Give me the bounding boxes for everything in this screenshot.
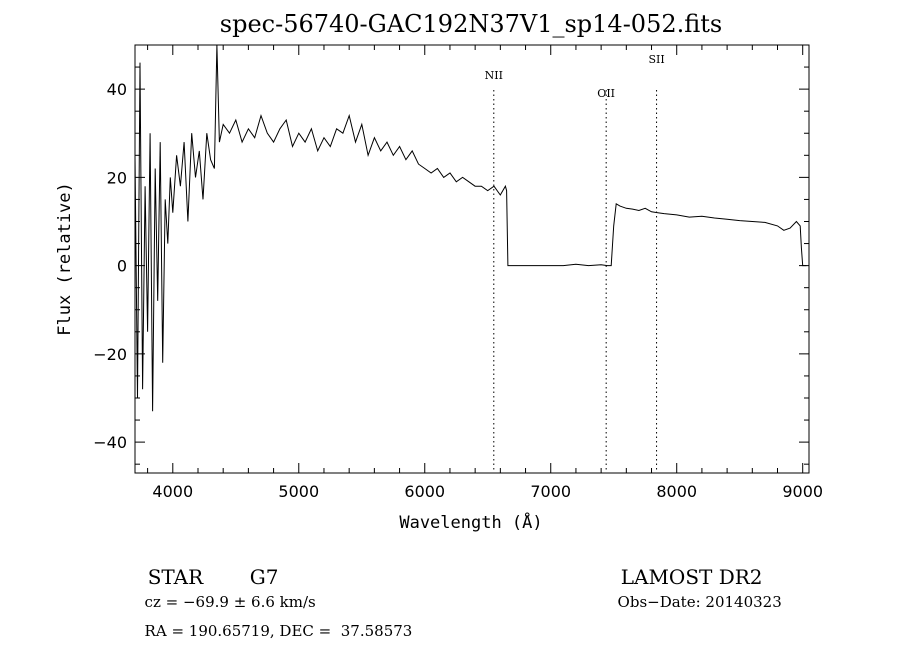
x-tick-label: 4000: [152, 482, 193, 501]
object-type-label: STAR: [147, 565, 204, 589]
redshift-text: cz = −69.9 ± 6.6 km/s: [144, 593, 316, 611]
chart-title: spec-56740-GAC192N37V1_sp14-052.fits: [220, 10, 722, 38]
line-marker-label: SII: [648, 53, 664, 66]
redshift-label: cz = −69.9 ± 6.6 km/s: [135, 575, 316, 611]
spectrum-series: [134, 44, 807, 412]
y-tick-label: −40: [93, 433, 127, 452]
x-axis-label: Wavelength (Å): [399, 511, 542, 533]
line-markers: NII OII SII: [485, 53, 665, 473]
x-tick-label: 8000: [656, 482, 697, 501]
y-tick-label: 20: [107, 168, 127, 187]
x-tick-label: 9000: [782, 482, 823, 501]
survey-text: LAMOST DR2: [620, 565, 763, 589]
obsdate-label: Obs−Date: 20140323: [608, 575, 782, 611]
y-tick-label: 40: [107, 80, 127, 99]
y-axis: −40 −20 0 20 40: [93, 44, 809, 465]
x-tick-label: 5000: [278, 482, 319, 501]
object-type: STAR: [135, 541, 203, 589]
survey-label: LAMOST DR2: [608, 541, 763, 589]
plot-frame: [134, 44, 810, 474]
x-tick-label: 6000: [404, 482, 445, 501]
spectrum-line: [134, 44, 807, 412]
object-subclass-label: G7: [249, 565, 279, 589]
coordinates-text: RA = 190.65719, DEC = 37.58573: [144, 622, 413, 640]
obsdate-text: Obs−Date: 20140323: [617, 593, 782, 611]
line-marker-label: OII: [597, 87, 615, 100]
y-tick-label: 0: [117, 257, 127, 276]
coordinates-label: RA = 190.65719, DEC = 37.58573: [135, 604, 413, 640]
x-axis: 4000 5000 6000 7000 8000 9000: [147, 45, 823, 501]
y-axis-label: Flux (relative): [55, 182, 75, 336]
y-tick-label: −20: [93, 345, 127, 364]
x-tick-label: 7000: [530, 482, 571, 501]
line-marker-label: NII: [485, 69, 503, 82]
object-subclass: G7: [237, 541, 279, 589]
